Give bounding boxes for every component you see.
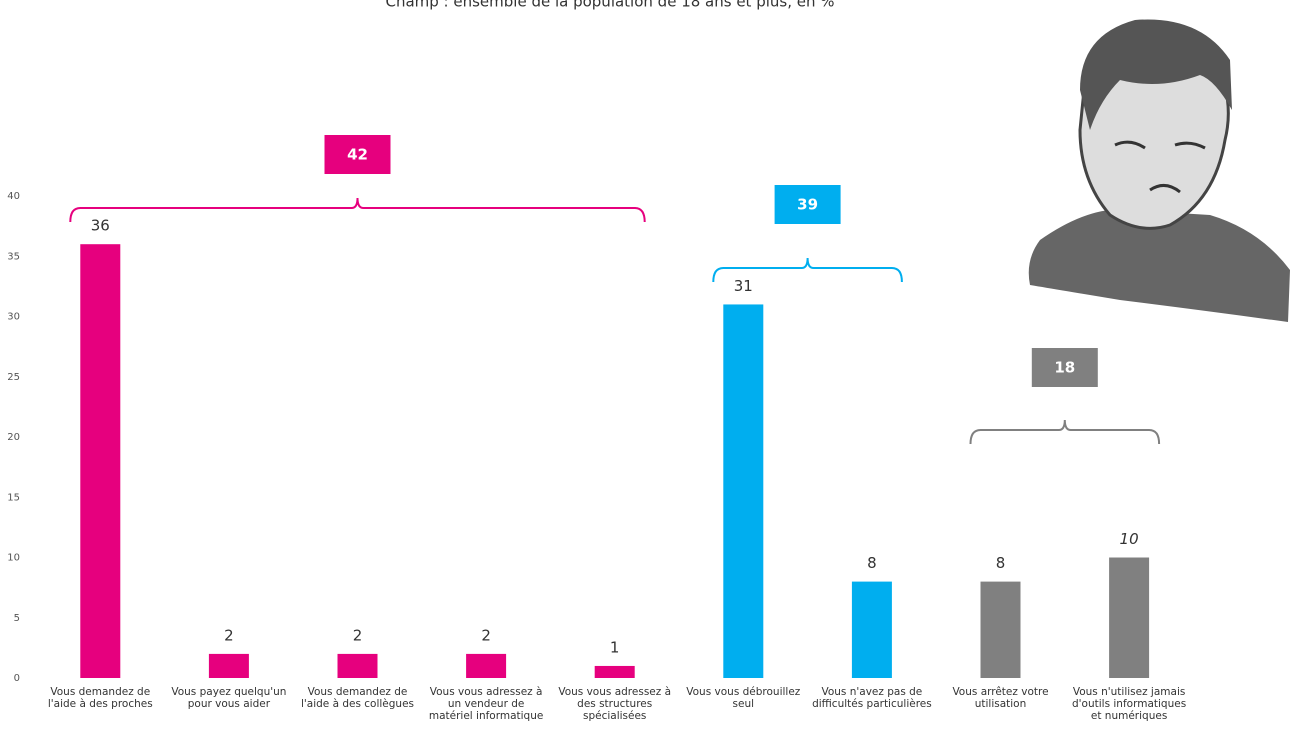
bar [208,653,249,678]
bar [1109,557,1150,678]
value-label: 8 [996,554,1006,572]
y-tick-label: 20 [7,432,20,443]
value-label: 2 [224,626,234,644]
bar [337,653,378,678]
y-tick-label: 25 [7,372,20,383]
y-tick-label: 15 [7,492,20,503]
value-label: 2 [481,626,491,644]
bar [80,244,121,678]
group-box [1031,348,1098,387]
x-tick-label: Vous arrêtez votre utilisation [952,686,1049,710]
bar [851,581,892,678]
group-total: 42 [347,146,368,164]
y-tick-label: 10 [7,553,20,564]
group-bracket [712,257,903,283]
y-tick-label: 0 [14,673,20,684]
group-box [324,135,391,174]
x-tick-label: Vous n'avez pas de difficultés particuli… [812,686,932,710]
value-label: 8 [867,554,877,572]
x-tick-label: Vous vous débrouillez seul [686,686,801,710]
y-tick-label: 30 [7,312,20,323]
value-label: 10 [1120,530,1139,548]
group-bracket [969,419,1161,445]
illustration [1028,19,1290,322]
value-label: 31 [734,277,753,295]
bar [594,665,635,678]
y-tick-label: 40 [7,191,20,202]
y-tick-label: 5 [14,613,20,624]
x-tick-label: Vous demandez de l'aide à des proches [47,686,153,710]
group-total: 39 [797,196,818,214]
x-tick-label: Vous vous adressez à des structures spéc… [558,686,672,722]
y-tick-label: 35 [7,251,20,262]
group-bracket [69,197,646,223]
bar [466,653,507,678]
x-tick-label: Vous n'utilisez jamais d'outils informat… [1072,686,1187,722]
x-tick-label: Vous demandez de l'aide à des collègues [300,686,415,710]
group-total: 18 [1054,359,1075,377]
x-tick-label: Vous payez quelqu'un pour vous aider [171,686,287,710]
value-label: 36 [91,217,110,235]
bar [723,304,764,678]
x-tick-label: Vous vous adressez à un vendeur de matér… [428,686,544,722]
value-label: 2 [353,626,363,644]
group-box [774,185,841,224]
value-label: 1 [610,638,620,656]
subtitle: Champ : ensemble de la population de 18 … [385,0,834,11]
bar [980,581,1021,678]
